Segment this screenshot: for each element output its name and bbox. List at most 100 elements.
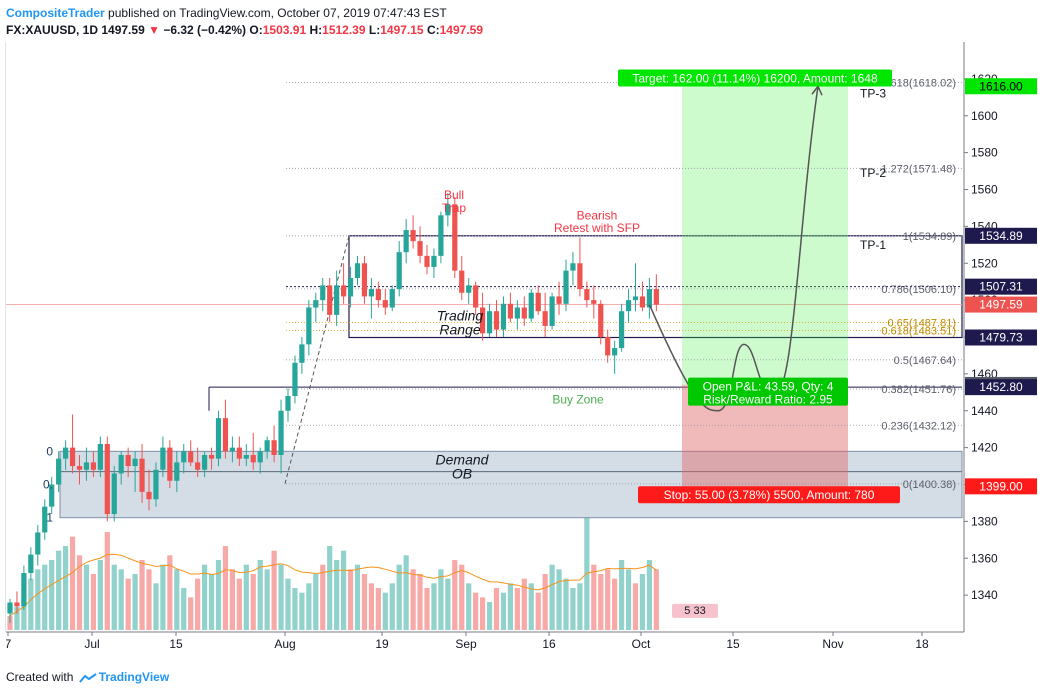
chart-header: CompositeTrader published on TradingView… [0, 0, 1038, 40]
volume-bar [445, 578, 451, 630]
projection-path [648, 86, 819, 412]
y-tick-label: 1420 [971, 441, 998, 455]
candle-body [215, 418, 222, 459]
candle-body [438, 215, 444, 256]
volume-bar [327, 546, 333, 630]
y-tick-label: 1560 [971, 183, 998, 197]
candle-body [403, 230, 409, 253]
price-tag: 1479.73 [979, 330, 1023, 344]
candle-body [236, 447, 242, 459]
symbol-line: FX:XAUUSD, 1D 1497.59 ▼ −6.32 (−0.42%) O… [6, 23, 483, 37]
x-tick-label: 16 [542, 637, 556, 651]
candle-body [473, 285, 479, 308]
bull-trap-label: Trap [442, 201, 467, 215]
close-label: C: [426, 23, 440, 37]
candle-body [42, 506, 48, 533]
candle-body [382, 300, 388, 308]
candle-body [354, 263, 361, 278]
candle-body [278, 410, 284, 455]
price-chart[interactable]: 1.618(1618.02) 1.272(1571.48) 1(1534.89) 0.… [6, 42, 1038, 652]
candle-body [375, 289, 381, 301]
candle-body [605, 337, 611, 356]
symbol-label[interactable]: FX:XAUUSD, 1D [6, 23, 99, 37]
volume-bar [452, 560, 458, 630]
volume-bar [139, 560, 145, 630]
candle-body [577, 263, 583, 290]
volume-bar [570, 588, 576, 630]
volume-bar [69, 536, 76, 630]
bearish-retest-label: Bearish [577, 208, 618, 222]
candle-body [542, 311, 548, 326]
volume-bar [507, 583, 513, 630]
y-tick-label: 1360 [971, 551, 998, 565]
candle-body [139, 458, 145, 492]
volume-bar [118, 569, 124, 630]
y-tick-label: 1600 [971, 109, 998, 123]
candle-body [299, 344, 305, 363]
volume-bar [222, 546, 229, 630]
candle-body [28, 554, 34, 573]
publish-line: CompositeTrader published on TradingView… [6, 6, 447, 20]
volume-bar [493, 588, 500, 630]
candle-body [174, 462, 180, 481]
volume-bar [598, 574, 604, 630]
candle-body [320, 285, 326, 301]
bull-trap-label: Bull [444, 188, 464, 202]
position-pnl-label-bg [688, 377, 848, 406]
candle-body [146, 491, 152, 500]
candle-body [195, 462, 201, 470]
candle-body [153, 469, 159, 500]
price-tag-bg [965, 296, 1037, 313]
volume-bar [21, 597, 27, 630]
calendar-badge [672, 603, 718, 618]
fib-level-label: 0.382(1451.76) [881, 384, 956, 396]
volume-bar [83, 564, 90, 630]
candle-body [424, 255, 430, 267]
volume-bar [132, 574, 138, 630]
publish-info: published on TradingView.com, October 07… [108, 6, 447, 20]
candle-body [285, 396, 291, 411]
volume-bar [208, 574, 215, 630]
x-tick-label: 19 [375, 637, 389, 651]
volume-bar [160, 564, 166, 630]
x-tick-label: Oct [632, 637, 651, 651]
price-tag: 1534.89 [979, 229, 1023, 243]
author-link[interactable]: CompositeTrader [6, 6, 105, 20]
candle-body [591, 300, 597, 304]
volume-bar [438, 569, 444, 630]
candle-body [410, 230, 416, 242]
candle-body [612, 348, 618, 356]
candle-body [500, 303, 507, 330]
volume-bar [341, 550, 347, 630]
volume-bar [528, 583, 534, 630]
candle-body [507, 303, 513, 319]
candle-body [646, 289, 652, 308]
tradingview-brand[interactable]: TradingView [98, 670, 170, 684]
tradingview-logo-icon [78, 673, 97, 683]
candle-body [202, 455, 208, 470]
volume-bar [410, 569, 416, 630]
volume-bar [313, 574, 319, 630]
volume-bar [306, 583, 312, 630]
volume-bar [90, 574, 96, 630]
target-label-bg [618, 69, 892, 87]
price-tag: 1507.31 [979, 280, 1023, 294]
y-tick-label: 1580 [971, 146, 998, 160]
chart-area[interactable]: 1.618(1618.02) 1.272(1571.48) 1(1534.89) 0.… [5, 42, 1038, 652]
low-value: 1497.15 [380, 23, 424, 37]
volume-bar [535, 592, 541, 630]
low-label: L: [368, 23, 381, 37]
candle-body [493, 311, 500, 330]
price-tag-bg [965, 227, 1037, 244]
tp1-label: TP-1 [860, 238, 886, 252]
volume-bar [639, 574, 646, 630]
y-tick-label: 1380 [971, 514, 998, 528]
x-tick-label: 18 [915, 637, 929, 651]
open-label: O: [249, 23, 263, 37]
volume-bar [146, 569, 152, 630]
volume-bar [320, 564, 326, 630]
volume-bar [264, 569, 270, 630]
candle-body [334, 285, 340, 315]
x-tick-label: Nov [822, 637, 843, 651]
fib-level-label: 0(1400.38) [903, 479, 956, 491]
